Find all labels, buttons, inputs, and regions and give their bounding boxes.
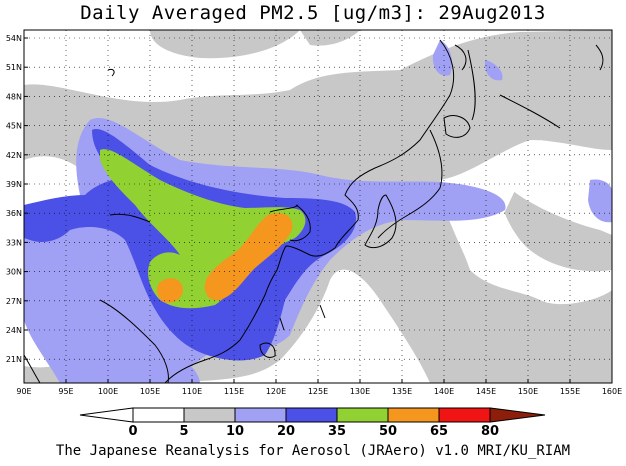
lat-tick-label: 24N (6, 326, 22, 335)
lon-tick-label: 95E (58, 387, 73, 396)
lon-tick-label: 105E (140, 387, 160, 396)
colorbar-segment (285, 407, 338, 423)
lon-tick-label: 150E (518, 387, 538, 396)
concentration-field (24, 30, 612, 383)
colorbar: 0 5 10 20 35 50 65 80 (79, 407, 546, 439)
graticule (24, 30, 612, 383)
lat-tick-label: 30N (6, 268, 22, 277)
colorbar-segment (234, 407, 287, 423)
lon-tick-label: 110E (182, 387, 202, 396)
colorbar-segment (336, 407, 389, 423)
colorbar-label: 20 (277, 424, 295, 439)
lon-tick-label: 130E (350, 387, 370, 396)
colorbar-label: 35 (328, 424, 346, 439)
lat-tick-label: 45N (6, 122, 22, 131)
colorbar-segment (438, 407, 491, 423)
map-title: Daily Averaged PM2.5 [ug/m3]: 29Aug2013 (80, 2, 546, 24)
lon-tick-label: 145E (476, 387, 496, 396)
lat-tick-label: 27N (6, 297, 22, 306)
lat-tick-label: 54N (6, 34, 22, 43)
lat-tick-label: 36N (6, 209, 22, 218)
lat-tick-label: 33N (6, 238, 22, 247)
class-50-65-regions (156, 213, 293, 303)
data-credit: The Japanese Reanalysis for Aerosol (JRA… (55, 443, 571, 459)
lat-tick-label: 39N (6, 180, 22, 189)
lon-tick-label: 115E (224, 387, 244, 396)
lon-tick-label: 90E (16, 387, 31, 396)
colorbar-under-triangle (79, 407, 134, 423)
lon-tick-label: 155E (560, 387, 580, 396)
colorbar-label: 50 (379, 424, 397, 439)
colorbar-segment (132, 407, 185, 423)
lat-tick-label: 48N (6, 92, 22, 101)
longitude-labels: 90E 95E 100E 105E 110E 115E 120E 125E 130E 135E 14… (16, 379, 622, 396)
lon-tick-label: 120E (266, 387, 286, 396)
lat-tick-label: 51N (6, 63, 22, 72)
lon-tick-label: 100E (98, 387, 118, 396)
colorbar-label: 0 (128, 424, 137, 439)
colorbar-over-triangle (489, 407, 546, 423)
colorbar-segment (183, 407, 236, 423)
lon-tick-label: 160E (602, 387, 622, 396)
lon-tick-label: 140E (434, 387, 454, 396)
colorbar-segment (387, 407, 440, 423)
colorbar-label: 65 (430, 424, 448, 439)
lat-tick-label: 21N (6, 355, 22, 364)
colorbar-label: 5 (179, 424, 188, 439)
colorbar-label: 10 (226, 424, 244, 439)
latitude-labels: 54N 51N 48N 45N 42N 39N 36N 33N 30N 27N 24N 21N (6, 34, 28, 364)
colorbar-label: 80 (481, 424, 499, 439)
lon-tick-label: 125E (308, 387, 328, 396)
class-35-50-regions (100, 149, 306, 309)
coastlines (24, 39, 604, 383)
lat-tick-label: 42N (6, 151, 22, 160)
lon-tick-label: 135E (392, 387, 412, 396)
